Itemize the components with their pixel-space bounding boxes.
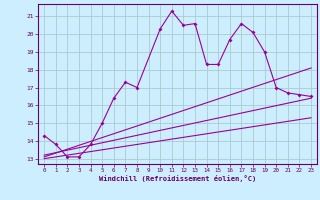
X-axis label: Windchill (Refroidissement éolien,°C): Windchill (Refroidissement éolien,°C) bbox=[99, 175, 256, 182]
